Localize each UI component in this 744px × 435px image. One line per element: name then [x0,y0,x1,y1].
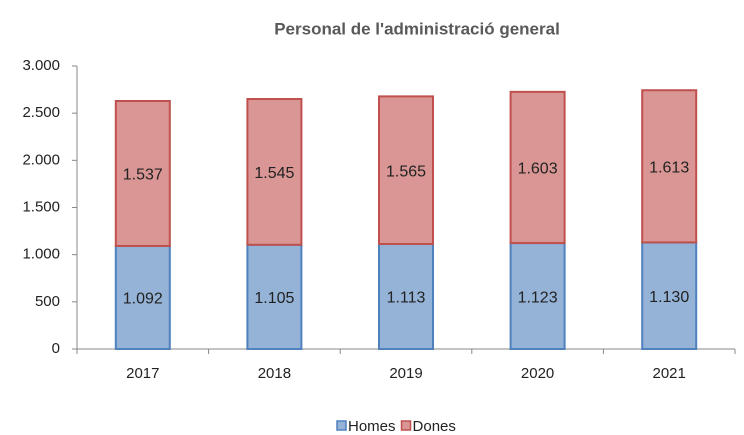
value-label: 1.123 [518,289,558,306]
value-label: 1.537 [123,167,163,184]
y-tick-label: 2.000 [22,151,60,168]
value-label: 1.113 [387,290,426,307]
legend-label: Homes [348,418,396,435]
value-label: 1.565 [386,163,426,180]
bar-segment [641,89,698,244]
bar-segment [114,244,171,351]
chart-title: Personal de l'administració general [274,19,560,38]
legend-swatch [400,420,412,431]
bar-segment [246,98,303,246]
y-tick-label: 0 [52,340,60,357]
bar-segment [246,243,303,351]
x-tick-label: 2019 [389,365,422,382]
value-label: 1.545 [254,165,294,182]
value-label: 1.613 [649,160,689,177]
x-tick-label: 2018 [258,365,291,382]
value-label: 1.092 [123,291,163,308]
x-tick-label: 2017 [126,365,159,382]
y-tick-label: 1.500 [22,198,60,215]
bar-segment [114,99,171,247]
y-tick-label: 2.500 [22,104,60,121]
bar-segment [378,243,434,350]
x-tick-label: 2021 [653,365,686,382]
y-tick-label: 1.000 [22,246,60,263]
y-tick-label: 500 [35,293,60,310]
y-tick-label: 3.000 [22,57,60,74]
value-label: 1.105 [254,290,294,307]
legend-label: Dones [413,418,456,435]
bar-segment [509,90,566,245]
x-tick-label: 2020 [521,365,554,382]
value-label: 1.130 [649,289,689,306]
legend-swatch [336,420,347,431]
value-label: 1.603 [518,161,558,178]
bar-segment [378,95,434,246]
